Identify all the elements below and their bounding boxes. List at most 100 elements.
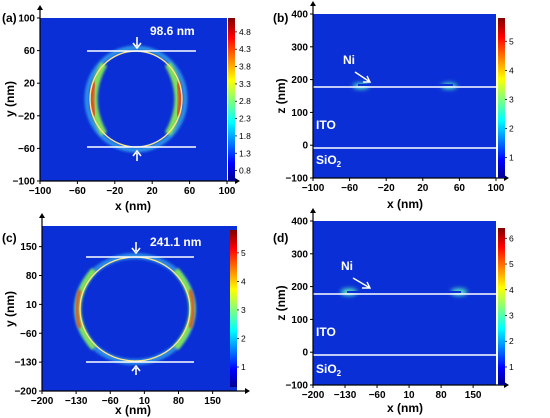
- panel-d-x-axis-arrow-icon: [504, 382, 509, 388]
- panel-b-y-tick-label: 300: [291, 42, 308, 53]
- panel-b-ni-label: Ni: [343, 53, 355, 67]
- panel-b-y-tick-label: 200: [291, 75, 308, 86]
- panel-a-colorbar-tick-label: 2.8: [239, 96, 251, 106]
- panel-d-field-map: [313, 221, 496, 385]
- panel-c-x-axis-arrow-icon: [245, 388, 250, 394]
- panel-a-right-hotspot: [176, 81, 182, 117]
- panel-b-x-axis-title: x (nm): [387, 197, 423, 211]
- panel-a-right-lobe-outer: [164, 62, 182, 136]
- panel-b-ni-pointer-arrow-icon: [354, 71, 372, 83]
- panel-c-x-tick-label: −200: [31, 396, 54, 407]
- panel-d-colorbar-tick-label: 4: [509, 285, 514, 295]
- panel-a-colorbar-ticks: 4.8 4.3 3.8 3.3 2.8 2.3 1.8 1.3 0.8: [235, 27, 251, 176]
- panel-c-y-tick-label: −60: [20, 329, 37, 340]
- panel-b-x-tick-label: 60: [454, 183, 466, 194]
- panel-b-y-axis-arrow-icon: [310, 1, 316, 6]
- panel-c-bottom-arrow-icon: [131, 364, 141, 375]
- panel-a-x-axis-arrow-icon: [235, 178, 240, 184]
- panel-d-x-tick-label: 10: [404, 390, 416, 401]
- panel-a-y-axis-arrow-icon: [37, 5, 43, 10]
- panel-d-colorbar-tick-label: 3: [509, 311, 514, 321]
- panel-d-y-axis-arrow-icon: [310, 208, 316, 213]
- panel-d-colorbar-gradient: [498, 228, 505, 385]
- panel-d-y-tick-label: 0: [302, 348, 308, 359]
- panel-a-colorbar-tick-label: 4.3: [239, 44, 251, 54]
- panel-c-axes: −200 −130 −60 10 80 150 150 80 10 −60 −130 −200 x (n…: [3, 213, 250, 417]
- panel-b-x-tick-label: −20: [378, 183, 395, 194]
- panel-d-x-tick-label: 80: [436, 390, 448, 401]
- panel-d-label: (d): [273, 231, 288, 245]
- panel-c-label: (c): [2, 231, 17, 245]
- panel-b-x-axis-arrow-icon: [504, 175, 509, 181]
- panel-c: (c) 241.1 nm −200 −130 −60 10 80 150 150 80 10 −6…: [2, 213, 250, 417]
- panel-c-x-axis-title: x (nm): [115, 403, 151, 417]
- panel-b-x-tick-label: −100: [302, 183, 325, 194]
- panel-a-top-arrow-icon: [132, 37, 142, 50]
- panel-c-colorbar-tick-label: 3: [241, 305, 246, 315]
- panel-c-x-tick-label: 10: [139, 396, 151, 407]
- panel-a-diameter-annotation: 98.6 nm: [150, 24, 195, 38]
- panel-d-y-tick-label: 100: [291, 315, 308, 326]
- panel-c-top-arrow-icon: [131, 242, 141, 255]
- panel-d-colorbar: 6 5 4 3 2 1: [498, 228, 514, 385]
- panel-d: (d) Ni ITO SiO2 −200 −130 −60 10 80 150400300…: [273, 208, 514, 415]
- panel-d-x-tick-label: −60: [369, 390, 386, 401]
- panel-d-y-axis-title: z (nm): [274, 285, 288, 320]
- panel-c-left-hotspot: [75, 289, 82, 329]
- panel-d-ni-label: Ni: [341, 259, 353, 273]
- panel-d-axes: −200 −130 −60 10 80 150 400 300 200 100 0 −100 x (nm…: [274, 208, 509, 415]
- panel-b-ito-label: ITO: [316, 118, 336, 132]
- panel-a-y-tick-label: −60: [18, 144, 35, 155]
- panel-d-colorbar-tick-label: 1: [509, 362, 514, 372]
- panel-a: (a) 98.6 nm −100 −60 −20 20 60 1001006020−20−…: [2, 5, 251, 213]
- panel-c-diameter-annotation: 241.1 nm: [150, 235, 201, 249]
- panel-c-y-tick-label: 80: [26, 271, 38, 282]
- panel-b-axes: −100 −60 −20 20 60 100 400 300 200 100 0 −100 x (nm)…: [274, 1, 509, 211]
- panel-b-colorbar-tick-label: 5: [509, 36, 514, 46]
- panel-a-x-tick-label: −100: [29, 186, 52, 197]
- panel-c-x-tick-label: −130: [65, 396, 88, 407]
- panel-d-colorbar-tick-label: 6: [509, 233, 514, 243]
- panel-a-left-lobe-outer: [90, 62, 108, 136]
- panel-d-colorbar-tick-label: 2: [509, 336, 514, 346]
- panel-b-label: (b): [273, 11, 288, 25]
- panel-d-y-tick-label: 300: [291, 249, 308, 260]
- panel-a-y-tick-label: 100: [18, 14, 35, 25]
- panel-a-y-tick-label: −100: [12, 177, 35, 188]
- panel-d-x-axis-title: x (nm): [387, 401, 423, 415]
- panel-d-x-tick-label: −200: [302, 390, 325, 401]
- panel-b-sio2-label: SiO2: [316, 153, 342, 169]
- panel-a-bottom-arrow-icon: [132, 149, 142, 161]
- panel-b-colorbar-gradient: [498, 18, 505, 178]
- panel-d-colorbar-ticks: 6 5 4 3 2 1: [505, 233, 514, 372]
- panel-a-colorbar-tick-label: 3.8: [239, 62, 251, 72]
- panel-b-colorbar-tick-label: 1: [509, 153, 514, 163]
- panel-c-y-tick-label: −130: [14, 358, 37, 369]
- panel-d-y-tick-label: −100: [285, 381, 308, 392]
- panel-a-axes: −100 −60 −20 20 60 100 100 60 20 −20 −60 −100 x (nm)…: [3, 5, 240, 213]
- panel-c-colorbar-tick-label: 4: [241, 276, 246, 286]
- panel-c-y-tick-label: −200: [14, 387, 37, 398]
- panel-a-colorbar-gradient: [228, 18, 235, 181]
- panel-a-colorbar-tick-label: 4.8: [239, 27, 251, 37]
- panel-a-y-tick-label: 60: [24, 46, 36, 57]
- panel-c-colorbar-tick-label: 2: [241, 333, 246, 343]
- panel-b-x-tick-label: 100: [488, 183, 505, 194]
- panel-c-plot-area: 241.1 nm: [42, 226, 237, 391]
- panel-b-y-axis-title: z (nm): [274, 78, 288, 113]
- panel-c-colorbar-ticks: 5 4 3 2 1: [237, 248, 246, 372]
- panel-b-x-tick-label: 20: [417, 183, 429, 194]
- panel-d-x-tick-label: −130: [334, 390, 357, 401]
- panel-b-colorbar-tick-label: 3: [509, 94, 514, 104]
- panel-d-plot-area: Ni ITO SiO2: [313, 221, 496, 385]
- panel-d-y-tick-label: 400: [291, 217, 308, 228]
- panel-b: (b) Ni ITO SiO2 −100 −60 −20 20 60 1004003002…: [273, 1, 514, 211]
- panel-a-label: (a): [2, 11, 17, 25]
- panel-d-ni-pointer-arrow-icon: [352, 277, 372, 289]
- panel-c-y-axis-arrow-icon: [39, 213, 45, 218]
- panel-d-sio2-label: SiO2: [316, 362, 342, 378]
- panel-b-colorbar: 5 4 3 2 1: [498, 18, 514, 178]
- panel-a-x-tick-label: −60: [69, 186, 86, 197]
- panel-a-colorbar-tick-label: 1.8: [239, 131, 251, 141]
- panel-d-ito-label: ITO: [316, 325, 336, 339]
